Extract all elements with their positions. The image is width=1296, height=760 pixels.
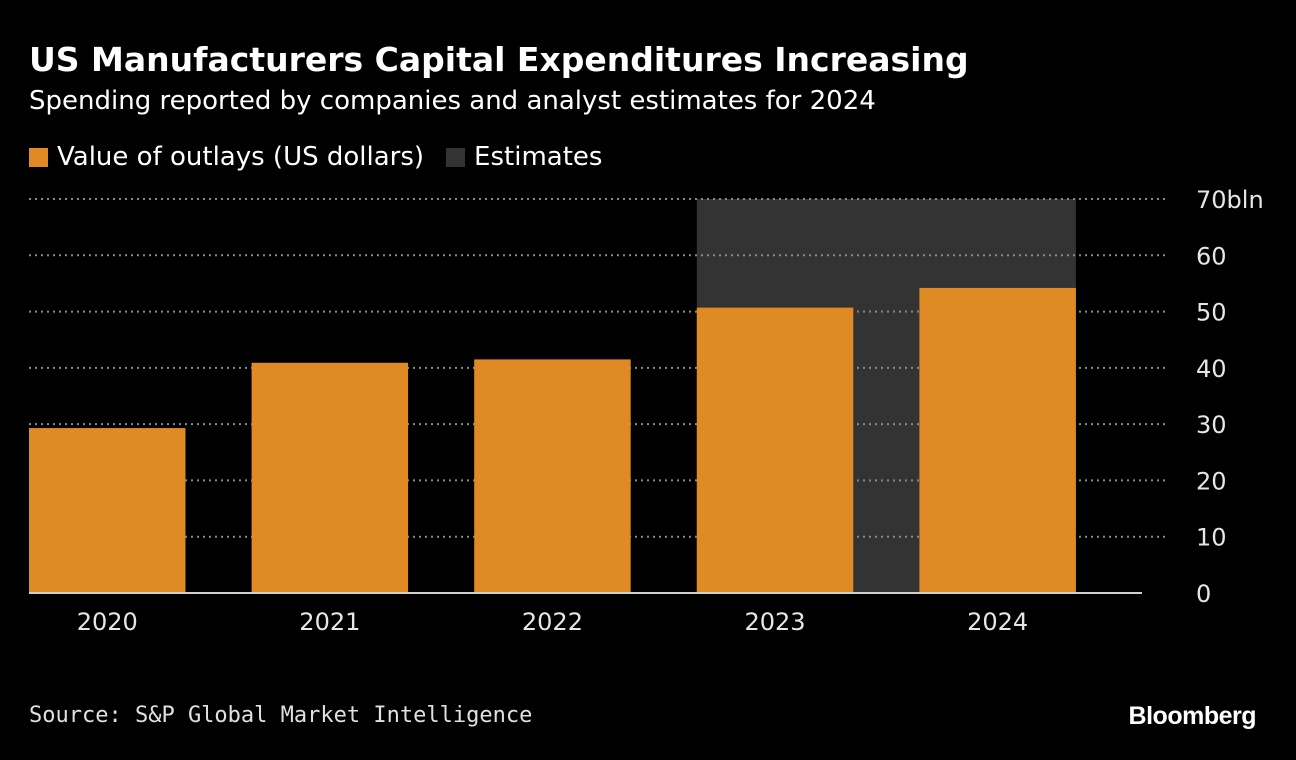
bar-chart: 0 10 20 30 40 50 60 70bln 2020 2021 2022 2023 2024 xyxy=(29,186,1264,636)
y-tick-label-50: 50 xyxy=(1196,299,1227,327)
y-tick-label-60: 60 xyxy=(1196,242,1227,270)
bloomberg-logo: Bloomberg xyxy=(1128,702,1257,730)
legend: Value of outlays (US dollars) Estimates xyxy=(29,142,624,172)
x-tick-label-2021: 2021 xyxy=(299,608,360,636)
chart-title: US Manufacturers Capital Expenditures In… xyxy=(29,40,969,79)
x-tick-label-2023: 2023 xyxy=(745,608,806,636)
legend-swatch-estimates xyxy=(446,147,466,167)
bar-2024 xyxy=(919,287,1076,593)
y-tick-label-10: 10 xyxy=(1196,524,1227,552)
y-tick-label-20: 20 xyxy=(1196,467,1227,495)
y-tick-label-70: 70bln xyxy=(1196,186,1264,214)
y-tick-label-30: 30 xyxy=(1196,411,1227,439)
chart-subtitle: Spending reported by companies and analy… xyxy=(29,86,876,116)
legend-item-estimates: Estimates xyxy=(446,142,602,172)
bar-2021 xyxy=(251,362,409,593)
source-note: Source: S&P Global Market Intelligence xyxy=(29,703,533,728)
bar-2020 xyxy=(29,428,186,593)
legend-item-outlays: Value of outlays (US dollars) xyxy=(29,142,424,172)
bar-2022 xyxy=(474,359,631,593)
legend-label-outlays: Value of outlays (US dollars) xyxy=(57,142,425,172)
legend-label-estimates: Estimates xyxy=(474,142,603,172)
y-tick-label-0: 0 xyxy=(1196,580,1211,608)
x-tick-label-2022: 2022 xyxy=(522,608,583,636)
y-tick-label-40: 40 xyxy=(1196,355,1227,383)
x-tick-label-2024: 2024 xyxy=(967,608,1028,636)
x-tick-label-2020: 2020 xyxy=(77,608,138,636)
bar-2023 xyxy=(696,307,854,593)
legend-swatch-outlays xyxy=(29,147,48,167)
